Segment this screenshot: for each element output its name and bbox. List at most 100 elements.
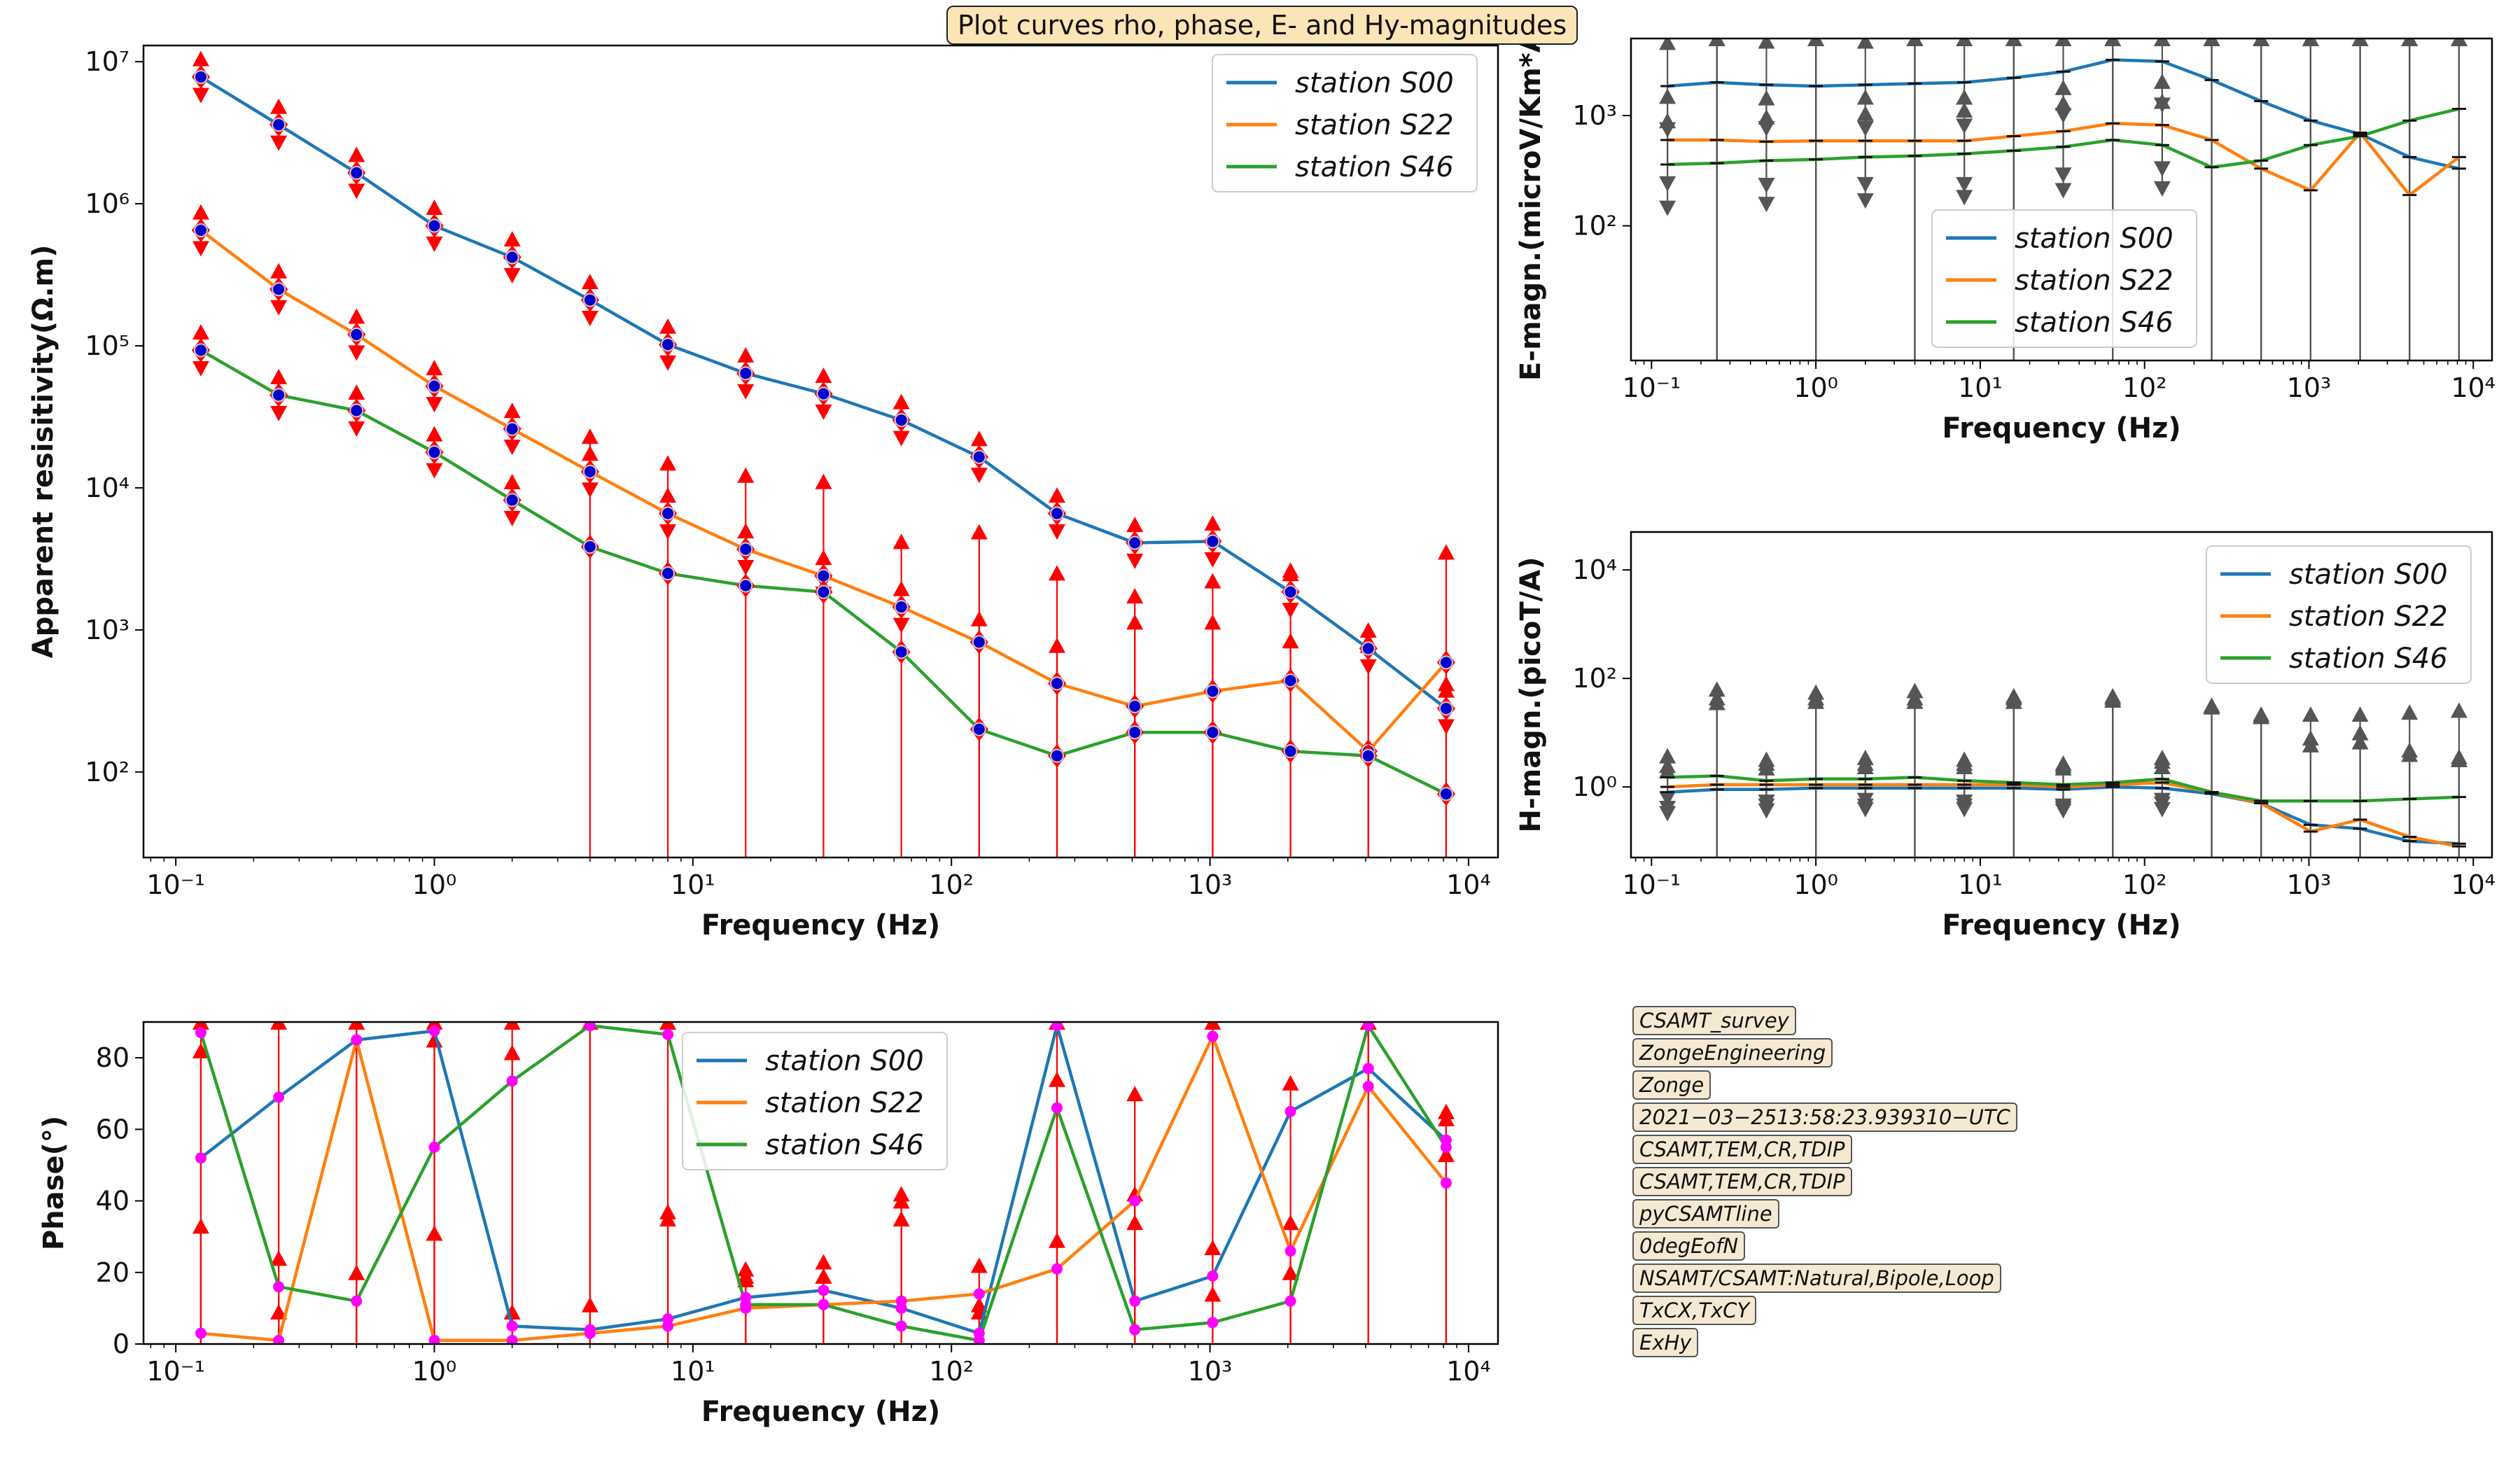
error-cap [2450, 38, 2468, 46]
error-cap [270, 368, 288, 384]
data-point [506, 1075, 518, 1087]
figure-title: Plot curves rho, phase, E- and Hy-magnit… [946, 6, 1578, 45]
error-cap [815, 473, 832, 489]
error-cap [2153, 38, 2171, 46]
data-point [1283, 744, 1298, 759]
data-point [1283, 584, 1298, 599]
data-point [1128, 725, 1142, 740]
error-cap [1048, 487, 1065, 503]
legend-label-s00: station S00 [765, 1045, 924, 1077]
x-tick-label: 10² [929, 1356, 974, 1387]
error-cap [1956, 794, 1973, 811]
data-point [972, 449, 986, 464]
info-label: TxCX,TxCY [1632, 1296, 1757, 1325]
error-cap [503, 473, 521, 489]
data-point [1438, 787, 1453, 802]
error-cap [737, 1268, 755, 1284]
data-point [1362, 1063, 1374, 1074]
error-cap [348, 384, 365, 400]
data-point [1361, 641, 1376, 656]
x-tick-label: 10⁴ [2451, 372, 2496, 403]
data-point [816, 386, 831, 401]
legend-box [682, 1032, 948, 1170]
plot-area-emag [1659, 38, 2468, 360]
data-point [349, 165, 364, 180]
data-point [1205, 534, 1220, 549]
error-cap [1856, 89, 1874, 105]
x-tick-label: 10¹ [1958, 372, 2003, 403]
data-point [582, 540, 597, 554]
error-cap [503, 402, 521, 419]
data-point [1051, 1102, 1063, 1114]
error-cap [815, 404, 832, 420]
error-cap [581, 274, 598, 290]
data-point [1049, 676, 1064, 691]
error-cap [2153, 73, 2171, 89]
data-point [1049, 748, 1064, 763]
error-cap [1437, 1111, 1455, 1126]
error-cap [1048, 1071, 1065, 1087]
legend-label-s22: station S22 [2289, 601, 2448, 633]
error-cap [1126, 553, 1144, 569]
x-tick-label: 10⁴ [2451, 869, 2496, 900]
error-cap [192, 241, 209, 257]
error-cap [270, 1250, 288, 1266]
error-cap [1204, 573, 1222, 589]
x-tick-label: 10¹ [671, 1356, 715, 1387]
x-tick-label: 10⁰ [412, 869, 457, 900]
legend-box [2206, 545, 2472, 684]
error-cap [1126, 1086, 1144, 1102]
error-cap [1708, 681, 1726, 697]
y-axis-label: Phase(°) [38, 1116, 70, 1250]
error-cap [348, 421, 365, 437]
data-point [506, 1334, 518, 1344]
error-cap [2054, 38, 2072, 46]
legend-label-s00: station S00 [2015, 223, 2174, 255]
error-cap [348, 1264, 365, 1280]
error-cap [737, 346, 755, 363]
legend-box [1931, 209, 2197, 348]
error-cap [892, 1186, 910, 1202]
error-cap [426, 463, 443, 479]
error-cap [1956, 102, 1973, 118]
y-axis-label: E-magn.(microV/Km*A) [1515, 18, 1547, 381]
data-point [506, 1320, 518, 1332]
data-point [1129, 1295, 1141, 1307]
data-point [1205, 725, 1220, 740]
x-tick-label: 10² [2122, 372, 2167, 403]
data-point [1129, 1195, 1141, 1207]
plot-area-rho [191, 50, 1455, 858]
info-label: pyCSAMTline [1632, 1199, 1779, 1228]
error-cap [1204, 1022, 1222, 1030]
error-cap [503, 267, 521, 284]
x-tick-label: 10⁰ [1793, 869, 1838, 900]
error-cap [1048, 565, 1065, 581]
y-tick-label: 10⁴ [85, 472, 130, 503]
data-point [1207, 1317, 1219, 1329]
axes-frame-rho [142, 44, 1499, 859]
error-cap [1906, 682, 1924, 699]
error-cap [1956, 751, 1973, 767]
legend-phase: station S00 station S22 station S46 [682, 1032, 948, 1170]
error-cap [2253, 706, 2270, 722]
error-cap [1048, 637, 1065, 653]
error-cap [503, 1022, 521, 1030]
error-cap [1856, 105, 1874, 121]
error-cap [1659, 200, 1676, 216]
data-point [1362, 1022, 1374, 1032]
error-cap [737, 467, 755, 483]
error-cap [1282, 562, 1299, 578]
y-tick-label: 10⁴ [1572, 554, 1617, 585]
error-cap [659, 318, 677, 334]
data-point [895, 1320, 907, 1332]
error-cap [1856, 792, 1874, 808]
error-cap [270, 262, 288, 279]
error-cap [270, 1022, 288, 1030]
error-cap [737, 384, 755, 400]
error-cap [1758, 38, 1775, 49]
error-cap [1282, 1264, 1299, 1280]
x-tick-label: 10³ [2287, 372, 2332, 403]
error-cap [2054, 95, 2072, 111]
error-cap [426, 236, 443, 252]
error-cap [192, 204, 209, 220]
